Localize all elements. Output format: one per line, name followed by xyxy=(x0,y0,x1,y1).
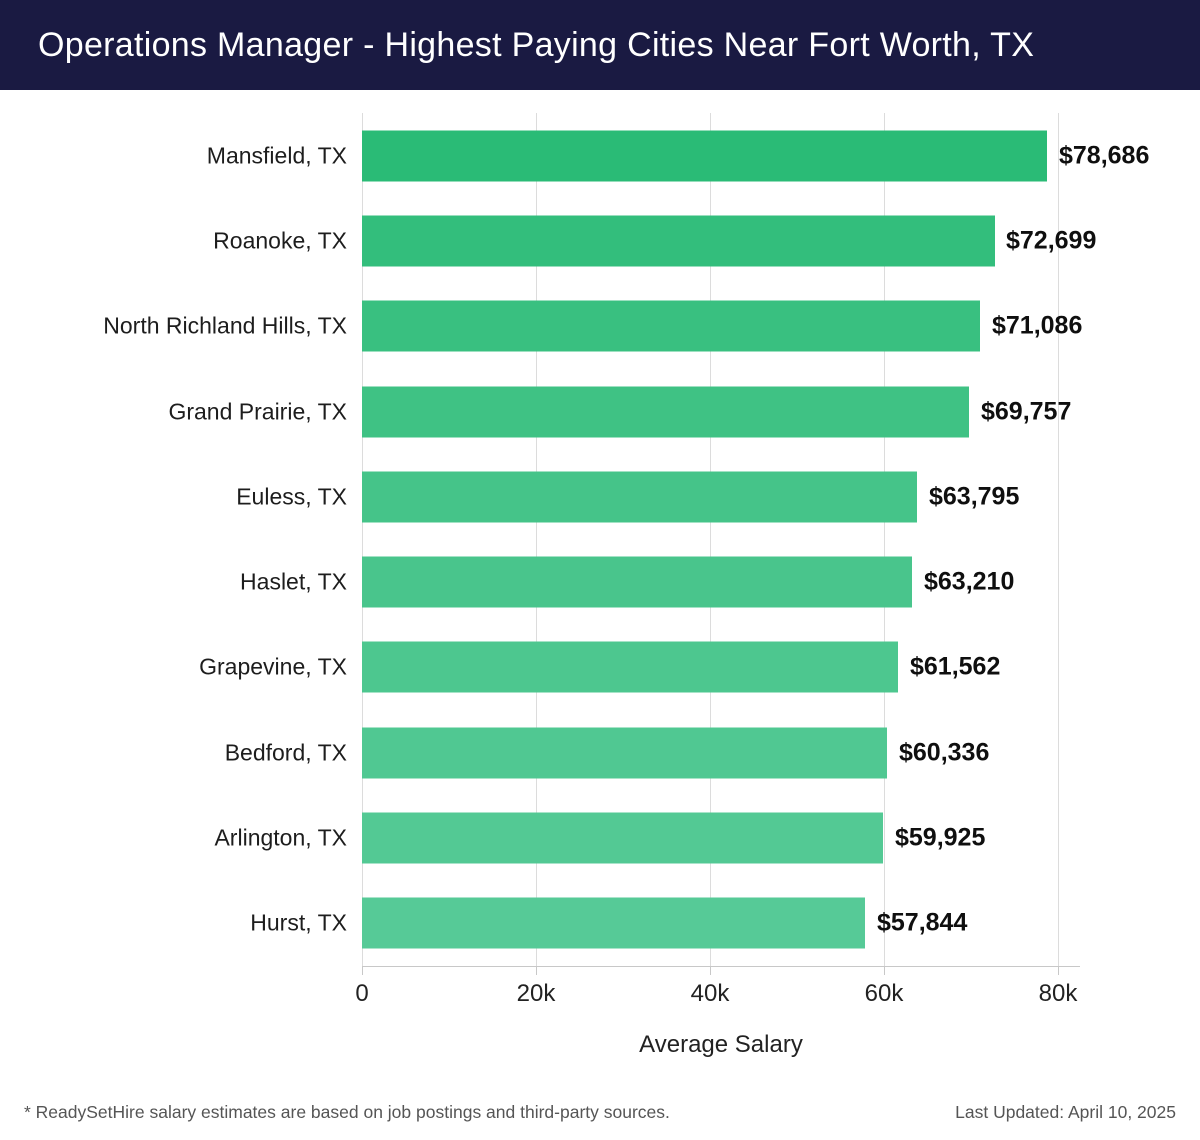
gridline xyxy=(1058,113,1059,966)
x-tick-mark xyxy=(362,966,363,975)
value-label: $72,699 xyxy=(1006,226,1097,255)
category-label: Roanoke, TX xyxy=(213,227,347,254)
category-label: North Richland Hills, TX xyxy=(103,312,347,339)
value-label: $69,757 xyxy=(981,397,1072,426)
bar xyxy=(362,386,969,438)
chart-row: Haslet, TX $63,210 xyxy=(0,539,1200,624)
chart-row: Grand Prairie, TX $69,757 xyxy=(0,369,1200,454)
category-label: Haslet, TX xyxy=(240,568,347,595)
category-label: Bedford, TX xyxy=(224,739,347,766)
x-tick-label: 20k xyxy=(516,980,556,1007)
value-label: $61,562 xyxy=(910,652,1001,681)
x-tick-label: 60k xyxy=(864,980,904,1007)
chart-row: Euless, TX $63,795 xyxy=(0,454,1200,539)
bar xyxy=(362,215,995,267)
bar xyxy=(362,897,866,949)
value-label: $63,210 xyxy=(924,567,1015,596)
chart-row: Mansfield, TX $78,686 xyxy=(0,113,1200,198)
value-label: $59,925 xyxy=(895,823,986,852)
bar xyxy=(362,641,898,693)
category-label: Grapevine, TX xyxy=(199,653,347,680)
chart-row: Grapevine, TX $61,562 xyxy=(0,625,1200,710)
x-axis-title: Average Salary xyxy=(639,1031,803,1058)
bar xyxy=(362,812,884,864)
bar xyxy=(362,727,887,779)
x-tick-label: 80k xyxy=(1038,980,1078,1007)
gridline xyxy=(536,113,537,966)
gridline xyxy=(362,113,363,966)
x-tick-mark xyxy=(710,966,711,975)
category-label: Mansfield, TX xyxy=(206,142,347,169)
x-tick-label: 0 xyxy=(355,980,369,1007)
gridline xyxy=(884,113,885,966)
chart-row: Arlington, TX $59,925 xyxy=(0,795,1200,880)
source-note: * ReadySetHire salary estimates are base… xyxy=(24,1101,670,1122)
value-label: $60,336 xyxy=(899,738,990,767)
x-tick-mark xyxy=(536,966,537,975)
chart-row: Bedford, TX $60,336 xyxy=(0,710,1200,795)
x-axis-line xyxy=(362,966,1080,967)
chart-row: Roanoke, TX $72,699 xyxy=(0,198,1200,283)
value-label: $71,086 xyxy=(992,311,1083,340)
chart-row: North Richland Hills, TX $71,086 xyxy=(0,284,1200,369)
category-label: Grand Prairie, TX xyxy=(168,398,347,425)
bar-chart: Mansfield, TX $78,686 Roanoke, TX $72,699 No… xyxy=(0,90,1200,1060)
value-label: $57,844 xyxy=(877,908,968,937)
value-label: $78,686 xyxy=(1059,141,1150,170)
bar xyxy=(362,556,912,608)
bar xyxy=(362,471,917,523)
last-updated: Last Updated: April 10, 2025 xyxy=(955,1101,1176,1122)
value-label: $63,795 xyxy=(929,482,1020,511)
x-tick-mark xyxy=(884,966,885,975)
bar-rows: Mansfield, TX $78,686 Roanoke, TX $72,699 No… xyxy=(0,113,1200,966)
x-tick-label: 40k xyxy=(690,980,730,1007)
category-label: Hurst, TX xyxy=(250,909,347,936)
chart-row: Hurst, TX $57,844 xyxy=(0,881,1200,966)
chart-title: Operations Manager - Highest Paying Citi… xyxy=(38,25,1035,64)
gridline xyxy=(710,113,711,966)
footer: * ReadySetHire salary estimates are base… xyxy=(0,1096,1200,1128)
bar xyxy=(362,130,1047,182)
category-label: Euless, TX xyxy=(236,483,347,510)
category-label: Arlington, TX xyxy=(214,824,347,851)
bar xyxy=(362,300,981,352)
x-tick-mark xyxy=(1058,966,1059,975)
header: Operations Manager - Highest Paying Citi… xyxy=(0,0,1200,90)
